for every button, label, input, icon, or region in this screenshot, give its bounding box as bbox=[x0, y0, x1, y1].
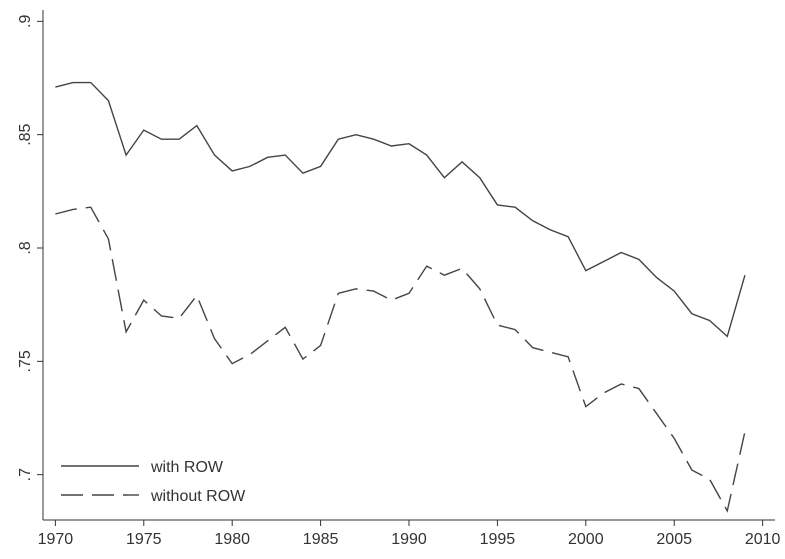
series-line bbox=[55, 206, 746, 513]
x-tick-label: 1985 bbox=[303, 531, 339, 548]
x-tick-label: 1980 bbox=[214, 531, 250, 548]
y-tick-label: .8 bbox=[17, 241, 34, 254]
x-tick-label: 1970 bbox=[38, 531, 74, 548]
legend-label: with ROW bbox=[150, 459, 224, 476]
x-tick-label: 2010 bbox=[745, 531, 781, 548]
y-tick-label: .7 bbox=[17, 468, 34, 481]
y-tick-label: .85 bbox=[17, 123, 34, 145]
x-tick-label: 1975 bbox=[126, 531, 162, 548]
x-tick-label: 2005 bbox=[656, 531, 692, 548]
x-tick-label: 1990 bbox=[391, 531, 427, 548]
x-tick-label: 2000 bbox=[568, 531, 604, 548]
y-tick-label: .9 bbox=[17, 15, 34, 28]
x-tick-label: 1995 bbox=[480, 531, 516, 548]
y-tick-label: .75 bbox=[17, 350, 34, 372]
series-line bbox=[55, 81, 746, 338]
legend-label: without ROW bbox=[150, 488, 246, 505]
